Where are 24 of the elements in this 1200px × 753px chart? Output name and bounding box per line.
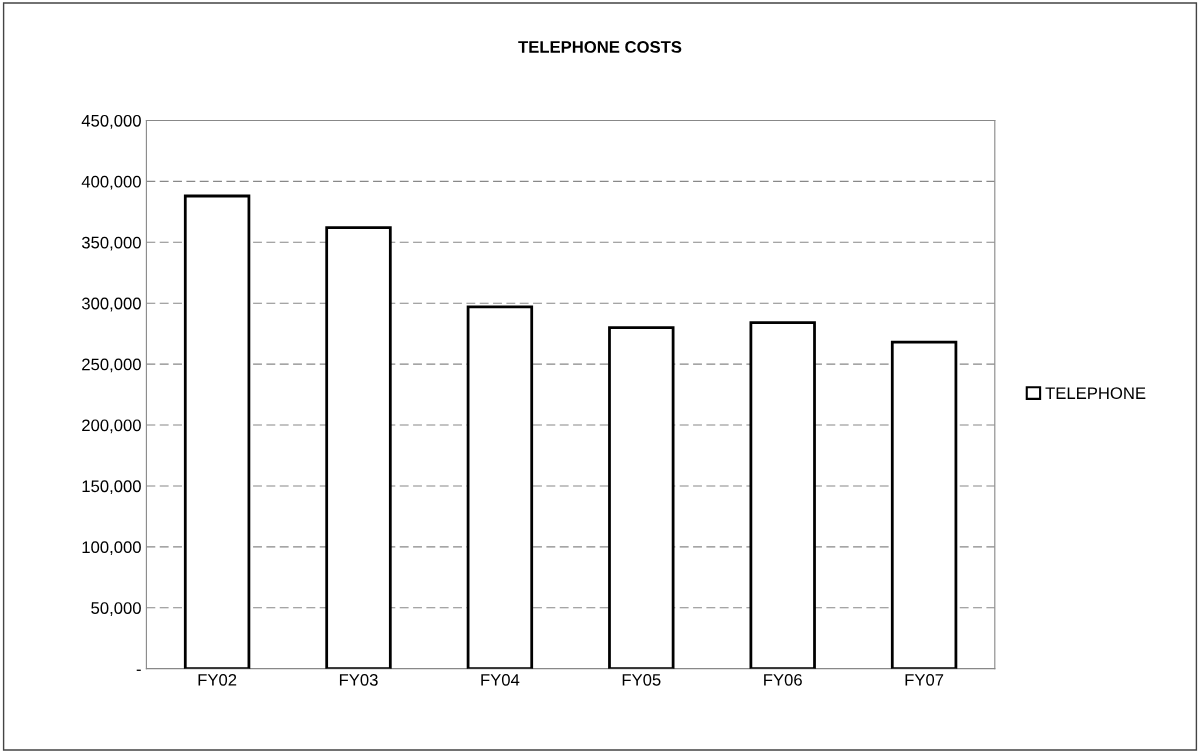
y-tick-label: 250,000 [82, 358, 141, 373]
y-tick-label: 450,000 [81, 114, 141, 129]
x-tick-label: FY02 [198, 673, 237, 686]
y-tick-label: 200,000 [82, 419, 141, 434]
bar [183, 194, 251, 669]
y-tick-label: 50,000 [91, 602, 141, 616]
bar [325, 226, 392, 669]
y-tick-label: 400,000 [81, 175, 141, 190]
y-tick-label: 100,000 [82, 541, 141, 556]
x-tick-label: FY03 [339, 673, 378, 686]
chart-title: TELEPHONE COSTS [518, 41, 682, 53]
bar [749, 321, 816, 669]
x-tick-label: FY04 [481, 673, 520, 686]
x-tick-label: FY06 [764, 673, 802, 686]
x-tick-label: FY05 [622, 673, 661, 686]
legend-label: TELEPHONE [1045, 387, 1146, 400]
y-tick-label: 350,000 [81, 236, 141, 251]
x-tick-label: FY07 [905, 673, 944, 686]
bar [466, 305, 534, 669]
y-tick-label: 150,000 [82, 480, 141, 495]
y-tick-label: 300,000 [81, 297, 141, 312]
bar [608, 326, 675, 669]
bar [890, 340, 958, 669]
y-tick-label: - [136, 669, 141, 671]
